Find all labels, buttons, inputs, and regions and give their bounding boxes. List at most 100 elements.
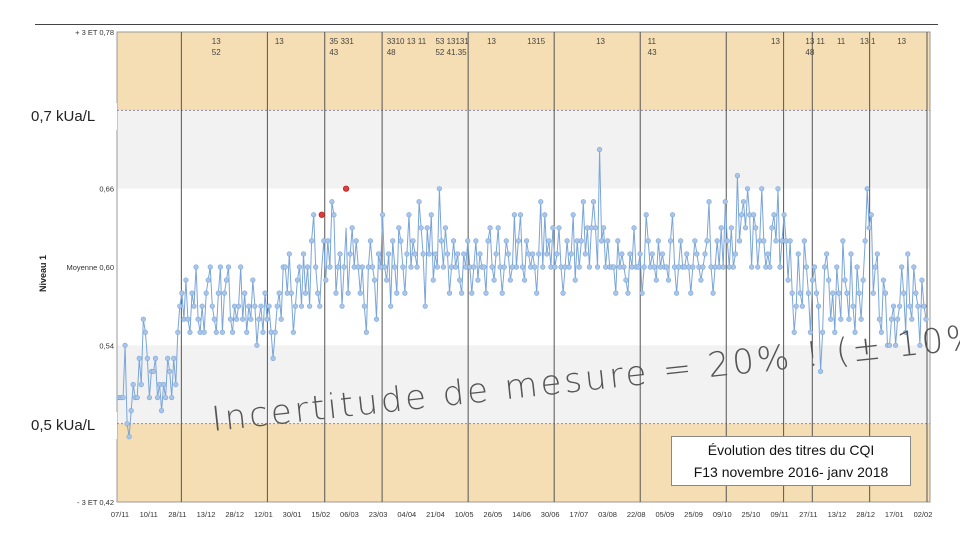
data-point-13 bbox=[142, 329, 148, 335]
x-tick-label-17: 03/08 bbox=[598, 510, 617, 519]
data-point-186 bbox=[493, 251, 499, 257]
data-point-117 bbox=[353, 238, 359, 244]
annotation-line1-8: 11 bbox=[648, 37, 657, 46]
annotation-line1-3: 3310 13 11 bbox=[387, 37, 427, 46]
data-point-119 bbox=[357, 290, 363, 296]
annotation-line2-10: 48 bbox=[805, 48, 814, 57]
x-tick-label-21: 09/10 bbox=[713, 510, 732, 519]
data-point-241 bbox=[605, 238, 611, 244]
data-point-163 bbox=[446, 290, 453, 296]
x-tick-label-25: 13/12 bbox=[828, 510, 847, 519]
data-point-29 bbox=[175, 329, 181, 335]
data-point-323 bbox=[771, 212, 777, 218]
out-of-control-point-1 bbox=[342, 185, 350, 192]
data-point-349 bbox=[824, 251, 830, 257]
data-point-343 bbox=[811, 264, 818, 270]
data-point-197 bbox=[515, 238, 522, 244]
data-point-394 bbox=[915, 303, 921, 309]
data-point-396 bbox=[919, 277, 925, 283]
data-point-334 bbox=[793, 303, 799, 309]
data-point-87 bbox=[292, 303, 299, 309]
data-point-211 bbox=[544, 251, 550, 257]
data-point-268 bbox=[659, 251, 666, 257]
y-axis-title: Niveau 1 bbox=[38, 255, 48, 292]
data-point-175 bbox=[471, 264, 477, 270]
annotation-line1-7: 13 bbox=[596, 37, 605, 46]
data-point-19 bbox=[154, 394, 161, 401]
data-point-295 bbox=[714, 238, 720, 244]
data-point-143 bbox=[406, 212, 412, 218]
data-point-153 bbox=[426, 251, 432, 257]
data-point-52 bbox=[221, 290, 228, 296]
data-point-33 bbox=[183, 277, 189, 283]
data-point-347 bbox=[819, 329, 826, 335]
data-point-121 bbox=[361, 303, 367, 309]
data-point-109 bbox=[337, 251, 343, 257]
x-tick-label-9: 23/03 bbox=[369, 510, 388, 519]
data-point-41 bbox=[199, 303, 205, 309]
data-point-214 bbox=[550, 225, 556, 231]
data-point-156 bbox=[432, 251, 438, 257]
data-point-30 bbox=[177, 303, 183, 309]
data-point-317 bbox=[759, 186, 765, 192]
data-point-134 bbox=[388, 303, 394, 309]
data-point-90 bbox=[298, 303, 305, 309]
data-point-170 bbox=[461, 251, 467, 257]
band-1 bbox=[117, 110, 930, 189]
data-point-79 bbox=[276, 290, 282, 296]
y-tick-label-4: - 3 ET 0,42 bbox=[77, 498, 114, 507]
data-point-356 bbox=[838, 316, 844, 322]
data-point-2 bbox=[120, 394, 126, 401]
data-point-67 bbox=[252, 303, 258, 309]
chart-bands bbox=[116, 31, 931, 503]
data-point-257 bbox=[637, 251, 643, 257]
data-point-131 bbox=[382, 264, 388, 270]
data-point-142 bbox=[404, 251, 410, 257]
data-point-285 bbox=[694, 251, 700, 257]
data-point-291 bbox=[706, 199, 712, 205]
x-tick-label-0: 07/11 bbox=[111, 510, 129, 519]
data-point-91 bbox=[300, 251, 307, 257]
data-point-72 bbox=[262, 290, 268, 296]
annotation-line1-11: 11 bbox=[837, 37, 846, 46]
data-point-113 bbox=[345, 290, 351, 296]
data-point-80 bbox=[278, 316, 284, 322]
data-point-367 bbox=[860, 277, 866, 283]
x-tick-label-5: 12/01 bbox=[254, 510, 273, 519]
x-axis-labels: 07/11 10/11 28/11 13/12 28/12 12/01 30/01 15/02… bbox=[111, 510, 933, 519]
data-point-95 bbox=[309, 238, 315, 244]
data-point-176 bbox=[473, 238, 479, 244]
y-tick-label-1: 0,66 bbox=[99, 185, 114, 194]
data-point-3 bbox=[122, 342, 128, 348]
data-point-99 bbox=[317, 303, 323, 309]
data-point-376 bbox=[878, 329, 884, 335]
caption-line-2: F13 novembre 2016- janv 2018 bbox=[693, 464, 889, 480]
data-point-25 bbox=[167, 368, 173, 375]
data-point-390 bbox=[907, 303, 913, 309]
x-tick-label-8: 06/03 bbox=[340, 510, 359, 519]
data-point-207 bbox=[536, 251, 542, 257]
data-point-282 bbox=[688, 290, 694, 296]
data-point-345 bbox=[815, 303, 822, 309]
data-point-141 bbox=[402, 290, 408, 296]
data-point-94 bbox=[306, 303, 313, 309]
data-point-148 bbox=[416, 199, 422, 205]
data-point-212 bbox=[546, 238, 552, 244]
data-point-21 bbox=[158, 408, 165, 414]
data-point-210 bbox=[542, 212, 548, 218]
data-point-360 bbox=[846, 316, 852, 322]
data-point-184 bbox=[489, 264, 495, 270]
data-point-204 bbox=[530, 251, 536, 257]
data-point-161 bbox=[442, 225, 449, 231]
data-point-297 bbox=[718, 225, 724, 231]
data-point-86 bbox=[290, 329, 296, 335]
data-point-340 bbox=[805, 290, 811, 296]
data-point-372 bbox=[870, 290, 876, 296]
data-point-355 bbox=[836, 290, 842, 296]
data-point-362 bbox=[850, 303, 856, 309]
data-point-55 bbox=[227, 316, 234, 322]
data-point-332 bbox=[789, 290, 795, 296]
data-point-339 bbox=[803, 264, 809, 270]
data-point-232 bbox=[586, 264, 593, 270]
annotation-line1-5: 13 bbox=[487, 37, 496, 46]
